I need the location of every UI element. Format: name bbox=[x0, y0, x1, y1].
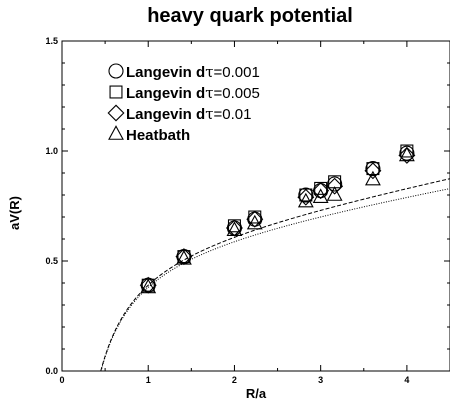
legend-circle-symbol bbox=[108, 63, 124, 79]
fit-curve-dotted bbox=[101, 188, 450, 369]
legend-diamond-symbol bbox=[107, 104, 125, 122]
legend-triangle-symbol bbox=[108, 125, 124, 140]
series-triangle bbox=[140, 146, 415, 294]
diamond-marker bbox=[297, 188, 315, 206]
fit-curves bbox=[100, 178, 450, 372]
circle-marker bbox=[327, 176, 343, 192]
diamond-marker bbox=[364, 162, 382, 180]
y-tick-label: 1.0 bbox=[45, 146, 58, 156]
legend-label-tau: τ bbox=[205, 63, 213, 81]
series-square bbox=[141, 144, 414, 292]
diamond-marker bbox=[246, 210, 264, 228]
y-tick-label: 1.5 bbox=[45, 36, 58, 46]
square-marker bbox=[328, 175, 342, 189]
triangle-marker bbox=[246, 214, 263, 230]
triangle-marker bbox=[140, 278, 157, 294]
triangle-marker bbox=[364, 170, 381, 186]
triangle-marker bbox=[226, 221, 243, 236]
triangle-marker bbox=[297, 192, 314, 208]
diamond-marker bbox=[312, 182, 330, 200]
legend-label-prefix: Langevin d bbox=[126, 106, 205, 123]
fit-curve-dashed bbox=[100, 178, 450, 372]
x-tick-label: 1 bbox=[146, 375, 151, 385]
y-axis-label: aV(R) bbox=[7, 196, 22, 230]
axis-ticks: 0 1 2 3 4 0.0 0.5 1.0 1.5 bbox=[45, 36, 450, 385]
y-tick-label: 0.0 bbox=[45, 366, 58, 376]
diamond-marker bbox=[398, 146, 416, 164]
legend-label-suffix: =0.01 bbox=[214, 106, 252, 123]
triangle-marker bbox=[326, 186, 343, 201]
x-axis-label: R/a bbox=[246, 386, 267, 401]
circle-marker bbox=[365, 161, 381, 177]
plot-frame bbox=[61, 40, 450, 372]
legend-label-tau: τ bbox=[205, 84, 213, 102]
x-tick-label: 2 bbox=[232, 375, 237, 385]
legend-label-suffix: =0.001 bbox=[214, 64, 260, 81]
square-marker bbox=[400, 144, 414, 158]
data-points bbox=[139, 144, 416, 294]
triangle-marker bbox=[312, 188, 329, 203]
legend-label: Langevin dτ=0.005 bbox=[126, 84, 260, 102]
legend-square-symbol bbox=[109, 85, 123, 99]
legend-label: Heatbath bbox=[126, 127, 190, 144]
diamond-marker bbox=[326, 177, 344, 195]
triangle-marker bbox=[398, 146, 415, 162]
x-tick-label: 4 bbox=[404, 375, 409, 385]
legend-label-suffix: =0.005 bbox=[214, 85, 260, 102]
x-tick-label: 3 bbox=[318, 375, 323, 385]
legend-label-prefix: Langevin d bbox=[126, 85, 205, 102]
legend-label: Langevin dτ=0.001 bbox=[126, 63, 260, 81]
legend-label-prefix: Langevin d bbox=[126, 64, 205, 81]
series-diamond bbox=[139, 146, 416, 294]
series-circle bbox=[140, 145, 415, 293]
chart-title: heavy quark potential bbox=[147, 5, 353, 27]
legend-label: Langevin dτ=0.01 bbox=[126, 105, 251, 123]
x-tick-label: 0 bbox=[59, 375, 64, 385]
circle-marker bbox=[298, 187, 314, 203]
legend-label-prefix: Heatbath bbox=[126, 127, 190, 144]
legend-label-tau: τ bbox=[205, 105, 213, 123]
triangle-marker bbox=[175, 249, 192, 265]
y-tick-label: 0.5 bbox=[45, 256, 58, 266]
